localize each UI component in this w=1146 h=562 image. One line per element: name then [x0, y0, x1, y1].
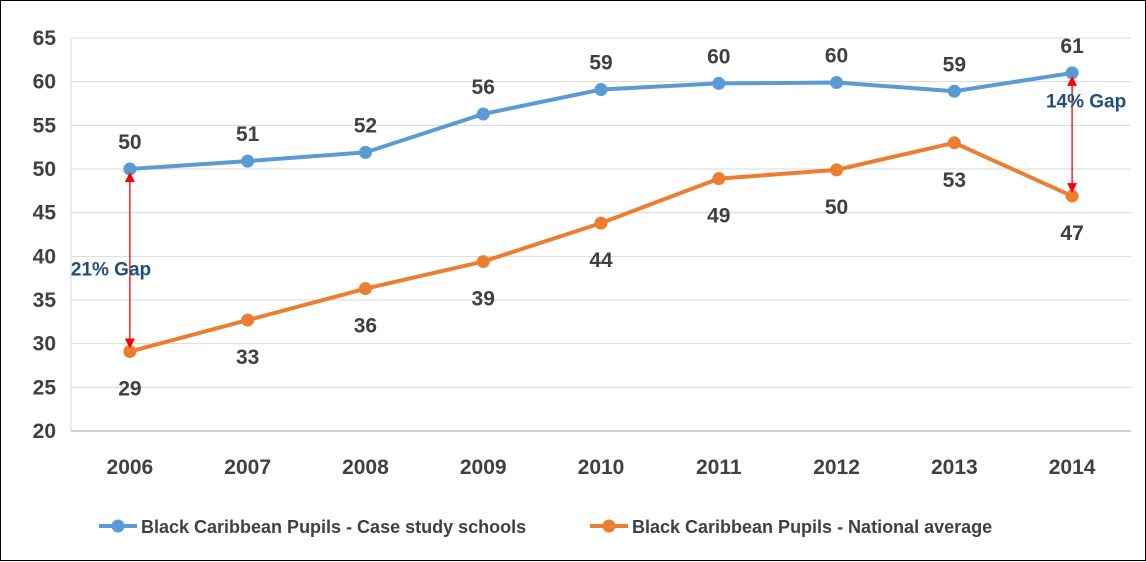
y-tick-label-65: 65 — [33, 27, 57, 50]
gap-label-2: 14% Gap — [1046, 92, 1126, 113]
data-label-s1-2012: 60 — [825, 45, 848, 68]
y-tick-label-55: 55 — [33, 114, 57, 137]
data-label-s1-2008: 52 — [354, 114, 377, 137]
x-tick-label-2007: 2007 — [224, 456, 271, 479]
data-point-s1-2006 — [123, 162, 137, 176]
axes: 20 25 30 35 40 45 50 55 60 65 2006 2007 2008 2009 2010… — [33, 27, 1131, 479]
x-tick-label-2008: 2008 — [342, 456, 389, 479]
data-label-s2-2010: 44 — [589, 249, 613, 272]
data-label-s2-2013: 53 — [943, 169, 966, 192]
data-label-s1-2014: 61 — [1060, 35, 1084, 58]
legend-label-1: Black Caribbean Pupils - Case study scho… — [141, 517, 526, 537]
y-tick-label-60: 60 — [33, 71, 56, 94]
x-tick-label-2009: 2009 — [460, 456, 507, 479]
y-tick-label-50: 50 — [33, 158, 56, 181]
data-point-s2-2010 — [594, 216, 608, 230]
data-point-s1-2014 — [1065, 66, 1079, 80]
x-tick-label-2012: 2012 — [813, 456, 860, 479]
data-point-s1-2008 — [358, 145, 372, 159]
x-tick-label-2013: 2013 — [931, 456, 978, 479]
data-point-s2-2014 — [1065, 189, 1079, 203]
data-label-s2-2012: 50 — [825, 196, 848, 219]
data-point-s2-2006 — [123, 345, 137, 359]
data-point-s2-2013 — [947, 136, 961, 150]
y-tick-label-20: 20 — [33, 420, 56, 443]
data-label-s1-2006: 50 — [118, 131, 141, 154]
y-tick-label-35: 35 — [33, 289, 57, 312]
data-point-s1-2010 — [594, 83, 608, 97]
series-line-2 — [127, 140, 1075, 354]
data-label-s2-2014: 47 — [1060, 222, 1083, 245]
data-label-s1-2010: 59 — [589, 52, 612, 75]
x-tick-label-2011: 2011 — [696, 456, 742, 479]
gap-label-1: 21% Gap — [71, 259, 151, 280]
data-label-s1-2011: 60 — [707, 45, 730, 68]
gridlines — [71, 37, 1131, 388]
data-label-s2-2011: 49 — [707, 205, 730, 228]
legend-marker-1 — [111, 519, 125, 533]
data-point-s2-2012 — [830, 163, 844, 177]
data-label-s1-2009: 56 — [472, 76, 495, 99]
data-point-s2-2011 — [712, 172, 726, 186]
data-label-s2-2009: 39 — [472, 288, 495, 311]
data-label-s2-2007: 33 — [236, 346, 259, 369]
x-tick-label-2006: 2006 — [107, 456, 154, 479]
legend: Black Caribbean Pupils - Case study scho… — [99, 517, 992, 537]
data-point-s2-2008 — [358, 282, 372, 296]
x-tick-label-2014: 2014 — [1049, 456, 1096, 479]
data-label-s2-2008: 36 — [354, 315, 377, 338]
data-point-s1-2009 — [476, 107, 490, 121]
x-tick-label-2010: 2010 — [578, 456, 625, 479]
data-labels: 50 51 52 56 59 60 60 59 61 29 33 36 39 44 49 50 53 47 — [118, 35, 1084, 401]
data-point-s1-2011 — [712, 76, 726, 90]
data-label-s1-2007: 51 — [236, 123, 260, 146]
legend-label-2: Black Caribbean Pupils - National averag… — [632, 517, 992, 537]
data-point-s1-2013 — [947, 84, 961, 98]
data-label-s2-2006: 29 — [118, 378, 141, 401]
data-label-s1-2013: 59 — [943, 53, 966, 76]
y-tick-label-40: 40 — [33, 245, 56, 268]
y-tick-label-25: 25 — [33, 376, 57, 399]
legend-marker-2 — [602, 519, 616, 533]
data-point-s1-2007 — [241, 154, 255, 168]
gap-annotations: 21% Gap 14% Gap — [71, 75, 1126, 349]
data-point-s1-2012 — [830, 76, 844, 90]
y-tick-label-30: 30 — [33, 333, 56, 356]
data-point-s2-2009 — [476, 255, 490, 269]
data-point-s2-2007 — [241, 313, 255, 327]
y-tick-label-45: 45 — [33, 202, 57, 225]
